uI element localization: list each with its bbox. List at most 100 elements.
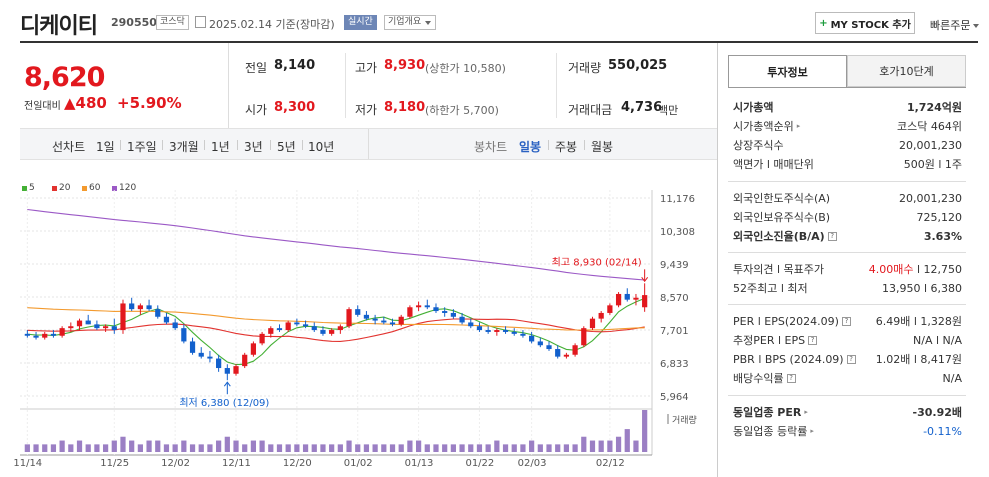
mystock-add-button[interactable]: + MY STOCK 추가 [815, 12, 915, 34]
tab-orderbook[interactable]: 호가10단계 [847, 55, 966, 87]
high-label: 고가 [355, 61, 378, 75]
company-info-dropdown[interactable]: 기업개요 [384, 15, 437, 30]
x-tick-label: 11/25 [100, 458, 129, 469]
volume-bar [42, 444, 48, 452]
help-icon[interactable]: ? [827, 231, 837, 241]
ma-line-20 [27, 318, 645, 342]
candle-body [520, 333, 526, 336]
period-1d[interactable]: 1일 [96, 140, 115, 154]
ma-line-5 [27, 297, 645, 366]
y-tick-label: 8,570 [660, 293, 689, 304]
volume-bar [633, 440, 639, 452]
realtime-button[interactable]: 실시간 [344, 15, 377, 30]
candle-body [450, 312, 456, 317]
volume-bar [233, 440, 239, 452]
stats-divider [556, 53, 557, 118]
candle-body [189, 341, 196, 353]
legend-swatch [52, 185, 57, 191]
stats-divider [345, 53, 346, 118]
row-pbr: PBR l BPS (2024.09)? 1.02배 l 8,417원 [733, 352, 962, 367]
candle-body [259, 333, 265, 344]
legend-swatch [82, 185, 87, 191]
candle-body [502, 330, 509, 332]
upper-limit: (상한가 10,580) [425, 62, 506, 75]
candle-body [76, 320, 83, 327]
volume-bar [33, 444, 39, 452]
volume-bar [415, 440, 422, 452]
x-tick-label: 12/11 [222, 458, 251, 469]
legend-ma120: 120 [112, 183, 136, 193]
help-icon[interactable]: ? [841, 316, 851, 326]
candle-body [276, 328, 283, 331]
volume-bar [172, 444, 178, 452]
low-annotation: 최저 6,380 (12/09) [179, 397, 269, 409]
row-rank[interactable]: 시가총액순위 ▸ 코스닥 464위 [733, 120, 962, 133]
row-foreign-limit: 외국인한도주식수(A) 20,001,230 [733, 191, 962, 206]
candle-monthly[interactable]: 월봉 [591, 140, 614, 154]
candle-body [207, 356, 213, 359]
candle-body [363, 314, 370, 319]
volume-bar [302, 444, 309, 452]
header-divider [20, 41, 978, 43]
candle-body [329, 330, 335, 334]
volume-bar [355, 444, 361, 452]
candle-body [633, 297, 639, 300]
line-chart-button[interactable]: 선차트 [52, 140, 86, 154]
amount-label: 거래대금 [568, 103, 613, 117]
candle-body [589, 318, 596, 329]
volume-bar [485, 444, 491, 452]
volume-bar [285, 444, 291, 452]
period-3y[interactable]: 3년 [244, 140, 263, 154]
volume-value: 550,025 [608, 58, 668, 73]
help-icon[interactable]: ? [786, 373, 796, 383]
panel-divider [717, 43, 718, 477]
candle-daily[interactable]: 일봉 [519, 140, 542, 154]
stock-name: 디케이티 [20, 14, 98, 39]
period-10y[interactable]: 10년 [308, 140, 335, 154]
period-5y[interactable]: 5년 [277, 140, 296, 154]
candle-weekly[interactable]: 주봉 [555, 140, 578, 154]
candle-body [311, 326, 317, 331]
volume-bar [572, 444, 578, 452]
candle-body [337, 326, 343, 331]
candle-body [511, 331, 517, 334]
row-sector-change[interactable]: 동일업종 등락률 ▸ -0.11% [733, 424, 962, 439]
price-chart[interactable]: 11,176 10,308 9,439 8,570 7,701 6,833 5,964 11/… [0, 0, 717, 477]
separator [584, 140, 585, 150]
candle-body [120, 303, 126, 331]
tab-invest-info[interactable]: 투자정보 [728, 55, 847, 87]
stock-code: 290550 [111, 16, 157, 29]
high-value: 8,930 [384, 58, 426, 73]
volume-bar [129, 440, 135, 452]
period-3m[interactable]: 3개월 [169, 140, 199, 154]
change-value: ▲480 [64, 94, 107, 112]
volume-bar [120, 436, 126, 452]
mystock-label: MY STOCK 추가 [830, 19, 911, 31]
candle-body [546, 345, 552, 350]
volume-bar [563, 444, 570, 452]
volume-bar [207, 444, 213, 452]
period-1w[interactable]: 1주일 [127, 140, 157, 154]
quick-order-dropdown[interactable]: 빠른주문 [930, 17, 979, 33]
prev-label: 전일 [245, 61, 268, 75]
row-sector-per[interactable]: 동일업종 PER ▸ -30.92배 [733, 406, 962, 419]
candle-body [381, 320, 387, 323]
candle-body [442, 311, 448, 313]
candle-body [94, 324, 100, 329]
legend-ma5: 5 [22, 183, 35, 193]
candle-body [555, 349, 561, 357]
volume-bar [250, 440, 257, 452]
candle-body [355, 309, 361, 315]
period-1y[interactable]: 1년 [211, 140, 230, 154]
volume-bar [163, 444, 170, 452]
help-icon[interactable]: ? [846, 354, 856, 364]
open-label: 시가 [245, 103, 268, 117]
help-icon[interactable]: ? [808, 335, 818, 345]
candle-body [642, 295, 648, 308]
candle-chart-label[interactable]: 봉차트 [474, 140, 508, 154]
open-value: 8,300 [274, 100, 316, 115]
candle-body [146, 305, 152, 310]
legend-ma20: 20 [52, 183, 70, 193]
volume-bar [494, 440, 500, 452]
separator [204, 140, 205, 150]
